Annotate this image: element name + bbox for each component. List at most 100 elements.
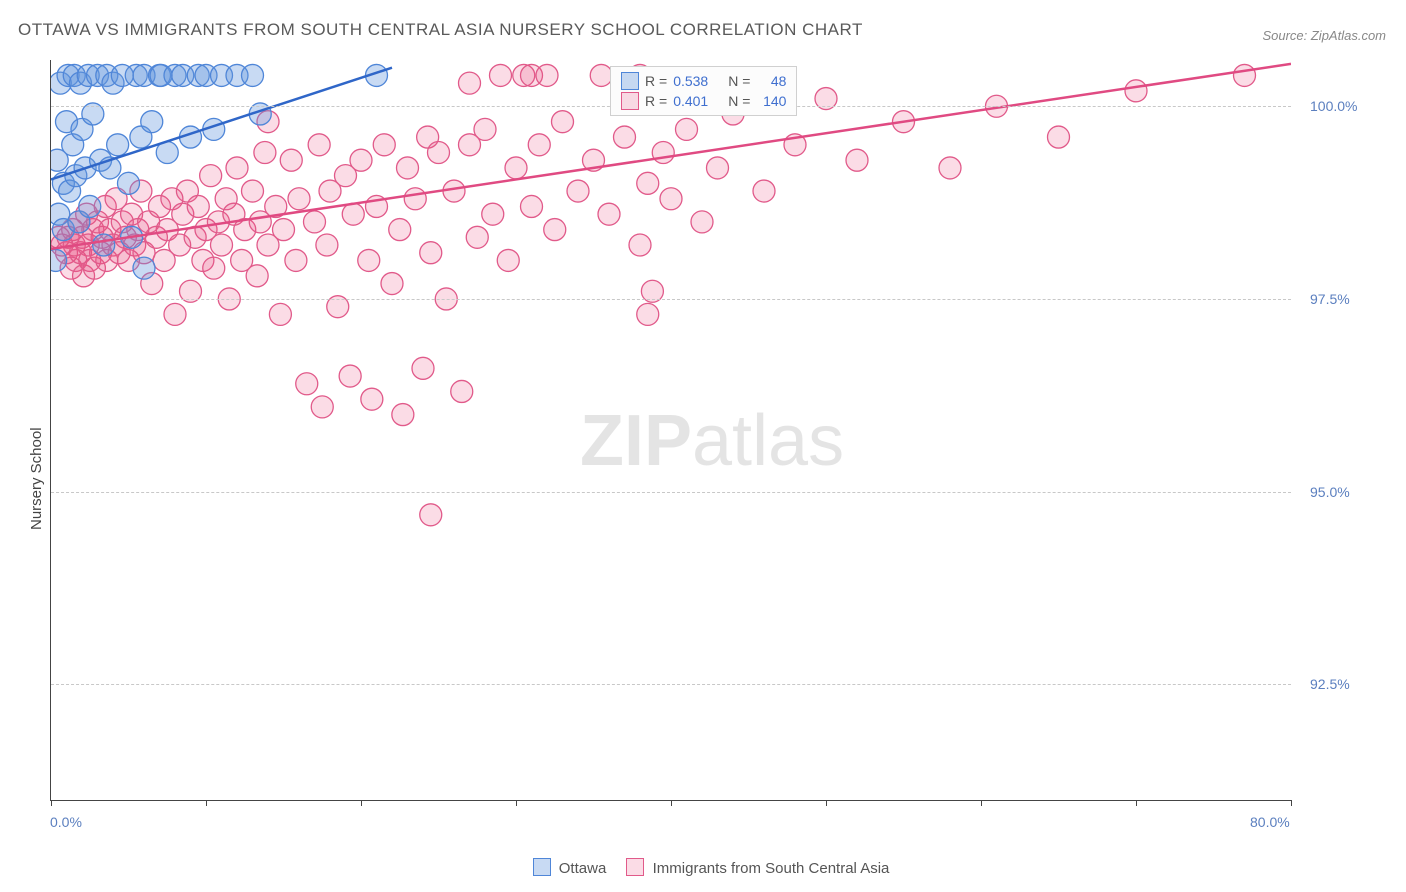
legend-row-blue: R = 0.538 N = 48 <box>621 71 786 91</box>
x-tick <box>1136 800 1137 806</box>
data-point <box>1125 80 1147 102</box>
data-point <box>288 188 310 210</box>
data-point <box>296 373 318 395</box>
data-point <box>707 157 729 179</box>
legend-swatch-blue <box>533 858 551 876</box>
scatter-svg <box>51 60 1291 800</box>
n-value-pink: 140 <box>756 91 786 111</box>
data-point <box>521 195 543 217</box>
x-tick <box>826 800 827 806</box>
data-point <box>93 234 115 256</box>
data-point <box>598 203 620 225</box>
data-point <box>474 118 496 140</box>
data-point <box>254 142 276 164</box>
y-tick-label: 92.5% <box>1310 676 1350 692</box>
data-point <box>392 404 414 426</box>
correlation-legend: R = 0.538 N = 48 R = 0.401 N = 140 <box>610 66 797 116</box>
data-point <box>505 157 527 179</box>
gridline <box>51 684 1291 685</box>
data-point <box>637 303 659 325</box>
data-point <box>528 134 550 156</box>
data-point <box>342 203 364 225</box>
n-value-blue: 48 <box>756 71 786 91</box>
x-tick <box>671 800 672 806</box>
data-point <box>141 111 163 133</box>
x-tick <box>516 800 517 806</box>
data-point <box>420 242 442 264</box>
gridline <box>51 299 1291 300</box>
data-point <box>79 195 101 217</box>
data-point <box>490 64 512 86</box>
data-point <box>1234 64 1256 86</box>
data-point <box>273 219 295 241</box>
data-point <box>339 365 361 387</box>
r-label: R = <box>645 91 667 111</box>
data-point <box>203 257 225 279</box>
data-point <box>133 257 155 279</box>
series-name-pink: Immigrants from South Central Asia <box>653 860 890 877</box>
data-point <box>187 195 209 217</box>
data-point <box>381 273 403 295</box>
data-point <box>107 134 129 156</box>
data-point <box>420 504 442 526</box>
data-point <box>242 64 264 86</box>
data-point <box>311 396 333 418</box>
y-axis-label: Nursery School <box>28 427 45 530</box>
data-point <box>118 172 140 194</box>
data-point <box>350 149 372 171</box>
data-point <box>614 126 636 148</box>
x-tick <box>1291 800 1292 806</box>
gridline <box>51 492 1291 493</box>
x-tick <box>361 800 362 806</box>
data-point <box>629 234 651 256</box>
n-label: N = <box>728 71 750 91</box>
x-tick <box>206 800 207 806</box>
data-point <box>304 211 326 233</box>
y-tick-label: 97.5% <box>1310 291 1350 307</box>
data-point <box>676 118 698 140</box>
data-point <box>846 149 868 171</box>
data-point <box>660 188 682 210</box>
data-point <box>691 211 713 233</box>
data-point <box>200 165 222 187</box>
data-point <box>316 234 338 256</box>
x-tick <box>981 800 982 806</box>
r-value-blue: 0.538 <box>673 71 708 91</box>
source-attribution: Source: ZipAtlas.com <box>1262 28 1386 43</box>
data-point <box>373 134 395 156</box>
legend-swatch-pink <box>621 92 639 110</box>
data-point <box>269 303 291 325</box>
data-point <box>590 64 612 86</box>
data-point <box>242 180 264 202</box>
y-tick-label: 95.0% <box>1310 484 1350 500</box>
chart-title: OTTAWA VS IMMIGRANTS FROM SOUTH CENTRAL … <box>18 20 863 40</box>
data-point <box>412 357 434 379</box>
data-point <box>466 226 488 248</box>
y-tick-label: 100.0% <box>1310 98 1357 114</box>
data-point <box>361 388 383 410</box>
data-point <box>552 111 574 133</box>
data-point <box>451 380 473 402</box>
legend-row-pink: R = 0.401 N = 140 <box>621 91 786 111</box>
data-point <box>652 142 674 164</box>
data-point <box>308 134 330 156</box>
n-label: N = <box>728 91 750 111</box>
x-tick-label: 0.0% <box>50 814 82 830</box>
data-point <box>536 64 558 86</box>
data-point <box>544 219 566 241</box>
data-point <box>497 249 519 271</box>
data-point <box>482 203 504 225</box>
data-point <box>939 157 961 179</box>
data-point <box>1048 126 1070 148</box>
data-point <box>459 72 481 94</box>
legend-swatch-blue <box>621 72 639 90</box>
data-point <box>567 180 589 202</box>
legend-swatch-pink <box>626 858 644 876</box>
x-tick <box>51 800 52 806</box>
data-point <box>428 142 450 164</box>
data-point <box>211 234 233 256</box>
data-point <box>51 249 67 271</box>
chart-plot-area <box>50 60 1291 801</box>
data-point <box>389 219 411 241</box>
r-value-pink: 0.401 <box>673 91 708 111</box>
